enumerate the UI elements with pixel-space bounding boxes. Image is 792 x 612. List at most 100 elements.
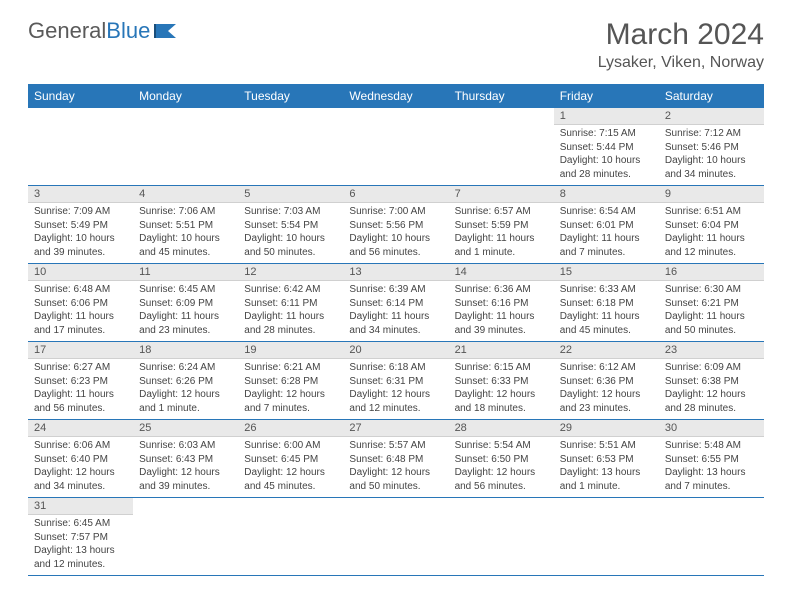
- day-number: 17: [28, 342, 133, 359]
- sunset-text: Sunset: 6:50 PM: [455, 453, 548, 467]
- calendar-row: 31Sunrise: 6:45 AMSunset: 7:57 PMDayligh…: [28, 498, 764, 576]
- sunset-text: Sunset: 6:53 PM: [560, 453, 653, 467]
- calendar-cell: [554, 498, 659, 576]
- day-number: 11: [133, 264, 238, 281]
- calendar-cell: [238, 498, 343, 576]
- calendar-cell: 9Sunrise: 6:51 AMSunset: 6:04 PMDaylight…: [659, 186, 764, 264]
- day-body: [449, 502, 554, 508]
- col-monday: Monday: [133, 84, 238, 108]
- day-body: Sunrise: 6:54 AMSunset: 6:01 PMDaylight:…: [554, 203, 659, 263]
- calendar-cell: 7Sunrise: 6:57 AMSunset: 5:59 PMDaylight…: [449, 186, 554, 264]
- calendar-cell: 24Sunrise: 6:06 AMSunset: 6:40 PMDayligh…: [28, 420, 133, 498]
- day-number: 31: [28, 498, 133, 515]
- day-number: 26: [238, 420, 343, 437]
- day-number: 24: [28, 420, 133, 437]
- calendar-cell: 3Sunrise: 7:09 AMSunset: 5:49 PMDaylight…: [28, 186, 133, 264]
- daylight-text: Daylight: 12 hours and 23 minutes.: [560, 388, 653, 415]
- day-body: [449, 112, 554, 118]
- daylight-text: Daylight: 10 hours and 45 minutes.: [139, 232, 232, 259]
- day-number: 23: [659, 342, 764, 359]
- calendar-cell: 12Sunrise: 6:42 AMSunset: 6:11 PMDayligh…: [238, 264, 343, 342]
- day-body: Sunrise: 6:21 AMSunset: 6:28 PMDaylight:…: [238, 359, 343, 419]
- calendar-cell: 16Sunrise: 6:30 AMSunset: 6:21 PMDayligh…: [659, 264, 764, 342]
- day-body: Sunrise: 7:03 AMSunset: 5:54 PMDaylight:…: [238, 203, 343, 263]
- sunset-text: Sunset: 6:16 PM: [455, 297, 548, 311]
- daylight-text: Daylight: 12 hours and 50 minutes.: [349, 466, 442, 493]
- day-number: 8: [554, 186, 659, 203]
- calendar-cell: 25Sunrise: 6:03 AMSunset: 6:43 PMDayligh…: [133, 420, 238, 498]
- daylight-text: Daylight: 11 hours and 7 minutes.: [560, 232, 653, 259]
- calendar-cell: 21Sunrise: 6:15 AMSunset: 6:33 PMDayligh…: [449, 342, 554, 420]
- sunrise-text: Sunrise: 6:45 AM: [139, 283, 232, 297]
- sunset-text: Sunset: 6:06 PM: [34, 297, 127, 311]
- day-number: 3: [28, 186, 133, 203]
- daylight-text: Daylight: 12 hours and 45 minutes.: [244, 466, 337, 493]
- day-body: Sunrise: 6:03 AMSunset: 6:43 PMDaylight:…: [133, 437, 238, 497]
- daylight-text: Daylight: 10 hours and 56 minutes.: [349, 232, 442, 259]
- daylight-text: Daylight: 11 hours and 56 minutes.: [34, 388, 127, 415]
- calendar-cell: 30Sunrise: 5:48 AMSunset: 6:55 PMDayligh…: [659, 420, 764, 498]
- sunrise-text: Sunrise: 6:45 AM: [34, 517, 127, 531]
- daylight-text: Daylight: 12 hours and 12 minutes.: [349, 388, 442, 415]
- sunset-text: Sunset: 5:49 PM: [34, 219, 127, 233]
- sunrise-text: Sunrise: 5:48 AM: [665, 439, 758, 453]
- day-number: 6: [343, 186, 448, 203]
- sunset-text: Sunset: 6:26 PM: [139, 375, 232, 389]
- sunrise-text: Sunrise: 6:24 AM: [139, 361, 232, 375]
- daylight-text: Daylight: 11 hours and 17 minutes.: [34, 310, 127, 337]
- daylight-text: Daylight: 13 hours and 7 minutes.: [665, 466, 758, 493]
- sunrise-text: Sunrise: 5:51 AM: [560, 439, 653, 453]
- month-title: March 2024: [598, 18, 764, 52]
- header: GeneralBlue March 2024 Lysaker, Viken, N…: [28, 18, 764, 72]
- sunrise-text: Sunrise: 5:54 AM: [455, 439, 548, 453]
- calendar-cell: [133, 108, 238, 186]
- sunset-text: Sunset: 6:33 PM: [455, 375, 548, 389]
- sunrise-text: Sunrise: 6:18 AM: [349, 361, 442, 375]
- day-number: 21: [449, 342, 554, 359]
- day-body: Sunrise: 6:36 AMSunset: 6:16 PMDaylight:…: [449, 281, 554, 341]
- day-body: Sunrise: 6:24 AMSunset: 6:26 PMDaylight:…: [133, 359, 238, 419]
- sunrise-text: Sunrise: 6:15 AM: [455, 361, 548, 375]
- day-number: 30: [659, 420, 764, 437]
- sunset-text: Sunset: 6:45 PM: [244, 453, 337, 467]
- sunrise-text: Sunrise: 6:42 AM: [244, 283, 337, 297]
- day-body: Sunrise: 6:06 AMSunset: 6:40 PMDaylight:…: [28, 437, 133, 497]
- calendar-cell: 8Sunrise: 6:54 AMSunset: 6:01 PMDaylight…: [554, 186, 659, 264]
- day-body: Sunrise: 7:15 AMSunset: 5:44 PMDaylight:…: [554, 125, 659, 185]
- sunrise-text: Sunrise: 6:21 AM: [244, 361, 337, 375]
- sunset-text: Sunset: 6:04 PM: [665, 219, 758, 233]
- day-body: Sunrise: 6:15 AMSunset: 6:33 PMDaylight:…: [449, 359, 554, 419]
- calendar-cell: 14Sunrise: 6:36 AMSunset: 6:16 PMDayligh…: [449, 264, 554, 342]
- day-body: Sunrise: 6:57 AMSunset: 5:59 PMDaylight:…: [449, 203, 554, 263]
- sunset-text: Sunset: 7:57 PM: [34, 531, 127, 545]
- daylight-text: Daylight: 12 hours and 7 minutes.: [244, 388, 337, 415]
- sunrise-text: Sunrise: 7:03 AM: [244, 205, 337, 219]
- sunset-text: Sunset: 5:56 PM: [349, 219, 442, 233]
- daylight-text: Daylight: 12 hours and 18 minutes.: [455, 388, 548, 415]
- day-number: 12: [238, 264, 343, 281]
- location: Lysaker, Viken, Norway: [598, 54, 764, 72]
- sunrise-text: Sunrise: 6:54 AM: [560, 205, 653, 219]
- day-number: 27: [343, 420, 448, 437]
- sunrise-text: Sunrise: 6:27 AM: [34, 361, 127, 375]
- col-thursday: Thursday: [449, 84, 554, 108]
- sunset-text: Sunset: 5:46 PM: [665, 141, 758, 155]
- day-number: 28: [449, 420, 554, 437]
- calendar-cell: 23Sunrise: 6:09 AMSunset: 6:38 PMDayligh…: [659, 342, 764, 420]
- sunset-text: Sunset: 6:36 PM: [560, 375, 653, 389]
- col-friday: Friday: [554, 84, 659, 108]
- day-body: [133, 112, 238, 118]
- brand-name-1: General: [28, 18, 106, 44]
- day-body: Sunrise: 7:06 AMSunset: 5:51 PMDaylight:…: [133, 203, 238, 263]
- day-body: Sunrise: 6:09 AMSunset: 6:38 PMDaylight:…: [659, 359, 764, 419]
- day-body: Sunrise: 6:39 AMSunset: 6:14 PMDaylight:…: [343, 281, 448, 341]
- calendar-row: 3Sunrise: 7:09 AMSunset: 5:49 PMDaylight…: [28, 186, 764, 264]
- sunrise-text: Sunrise: 6:33 AM: [560, 283, 653, 297]
- daylight-text: Daylight: 12 hours and 56 minutes.: [455, 466, 548, 493]
- day-body: [133, 502, 238, 508]
- daylight-text: Daylight: 13 hours and 1 minute.: [560, 466, 653, 493]
- daylight-text: Daylight: 12 hours and 39 minutes.: [139, 466, 232, 493]
- calendar-cell: [133, 498, 238, 576]
- daylight-text: Daylight: 11 hours and 1 minute.: [455, 232, 548, 259]
- calendar-cell: 18Sunrise: 6:24 AMSunset: 6:26 PMDayligh…: [133, 342, 238, 420]
